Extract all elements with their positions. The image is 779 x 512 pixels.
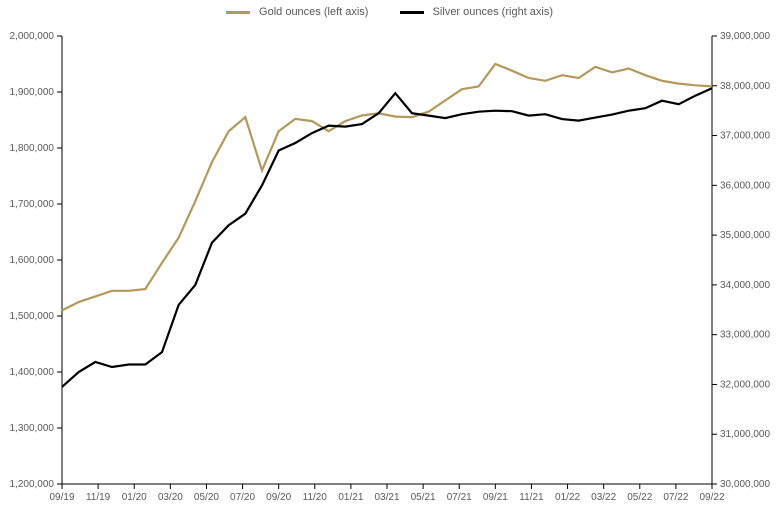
x-tick-label: 07/22 [663, 492, 688, 503]
x-tick-label: 01/20 [122, 492, 147, 503]
x-tick-label: 11/20 [303, 492, 328, 503]
y-left-tick-label: 1,400,000 [10, 367, 55, 378]
y-right-tick-label: 38,000,000 [720, 81, 770, 92]
legend-swatch-gold [226, 11, 250, 14]
y-right-tick-label: 35,000,000 [720, 230, 770, 241]
x-tick-label: 03/22 [591, 492, 616, 503]
y-left-tick-label: 1,800,000 [10, 143, 55, 154]
y-right-tick-label: 36,000,000 [720, 180, 770, 191]
x-tick-label: 07/21 [447, 492, 472, 503]
x-tick-label: 05/20 [194, 492, 219, 503]
y-axis-right: 30,000,000 31,000,000 32,000,000 33,000,000… [712, 31, 770, 490]
y-right-tick-label: 34,000,000 [720, 280, 770, 291]
x-tick-label: 09/21 [483, 492, 508, 503]
x-tick-label: 01/22 [555, 492, 580, 503]
x-tick-label: 03/20 [158, 492, 183, 503]
legend-swatch-silver [400, 11, 424, 14]
x-tick-label: 05/21 [411, 492, 436, 503]
y-axis-left: 1,200,000 1,300,000 1,400,000 1,500,000 1,60… [10, 31, 63, 490]
y-right-tick-label: 33,000,000 [720, 330, 770, 341]
y-left-tick-label: 1,300,000 [10, 423, 55, 434]
x-tick-label: 03/21 [374, 492, 399, 503]
series-silver [62, 88, 712, 387]
x-tick-label: 07/20 [230, 492, 255, 503]
y-left-tick-label: 1,600,000 [10, 255, 55, 266]
series-gold [62, 64, 712, 310]
y-right-tick-label: 37,000,000 [720, 131, 770, 142]
y-left-tick-label: 1,500,000 [10, 311, 55, 322]
y-left-tick-label: 1,900,000 [10, 87, 55, 98]
legend-item-silver: Silver ounces (right axis) [400, 6, 554, 18]
x-tick-label: 09/19 [49, 492, 74, 503]
x-tick-label: 01/21 [338, 492, 363, 503]
y-right-tick-label: 31,000,000 [720, 429, 770, 440]
y-right-tick-label: 30,000,000 [720, 479, 770, 490]
x-tick-label: 11/21 [519, 492, 544, 503]
y-right-tick-label: 39,000,000 [720, 31, 770, 42]
legend-label-gold: Gold ounces (left axis) [259, 6, 368, 18]
x-tick-label: 11/19 [86, 492, 111, 503]
legend: Gold ounces (left axis) Silver ounces (r… [0, 6, 779, 18]
x-tick-label: 09/20 [266, 492, 291, 503]
legend-label-silver: Silver ounces (right axis) [433, 6, 553, 18]
legend-item-gold: Gold ounces (left axis) [226, 6, 369, 18]
x-tick-label: 09/22 [699, 492, 724, 503]
x-axis: 09/19 11/19 01/20 03/20 05/20 07/20 09/20 11/20… [49, 484, 724, 503]
y-right-tick-label: 32,000,000 [720, 379, 770, 390]
y-left-tick-label: 1,700,000 [10, 199, 55, 210]
chart-container: Gold ounces (left axis) Silver ounces (r… [0, 0, 779, 512]
chart-plot: 1,200,000 1,300,000 1,400,000 1,500,000 1,60… [0, 26, 779, 512]
x-tick-label: 05/22 [627, 492, 652, 503]
y-left-tick-label: 2,000,000 [10, 31, 55, 42]
y-left-tick-label: 1,200,000 [10, 479, 55, 490]
